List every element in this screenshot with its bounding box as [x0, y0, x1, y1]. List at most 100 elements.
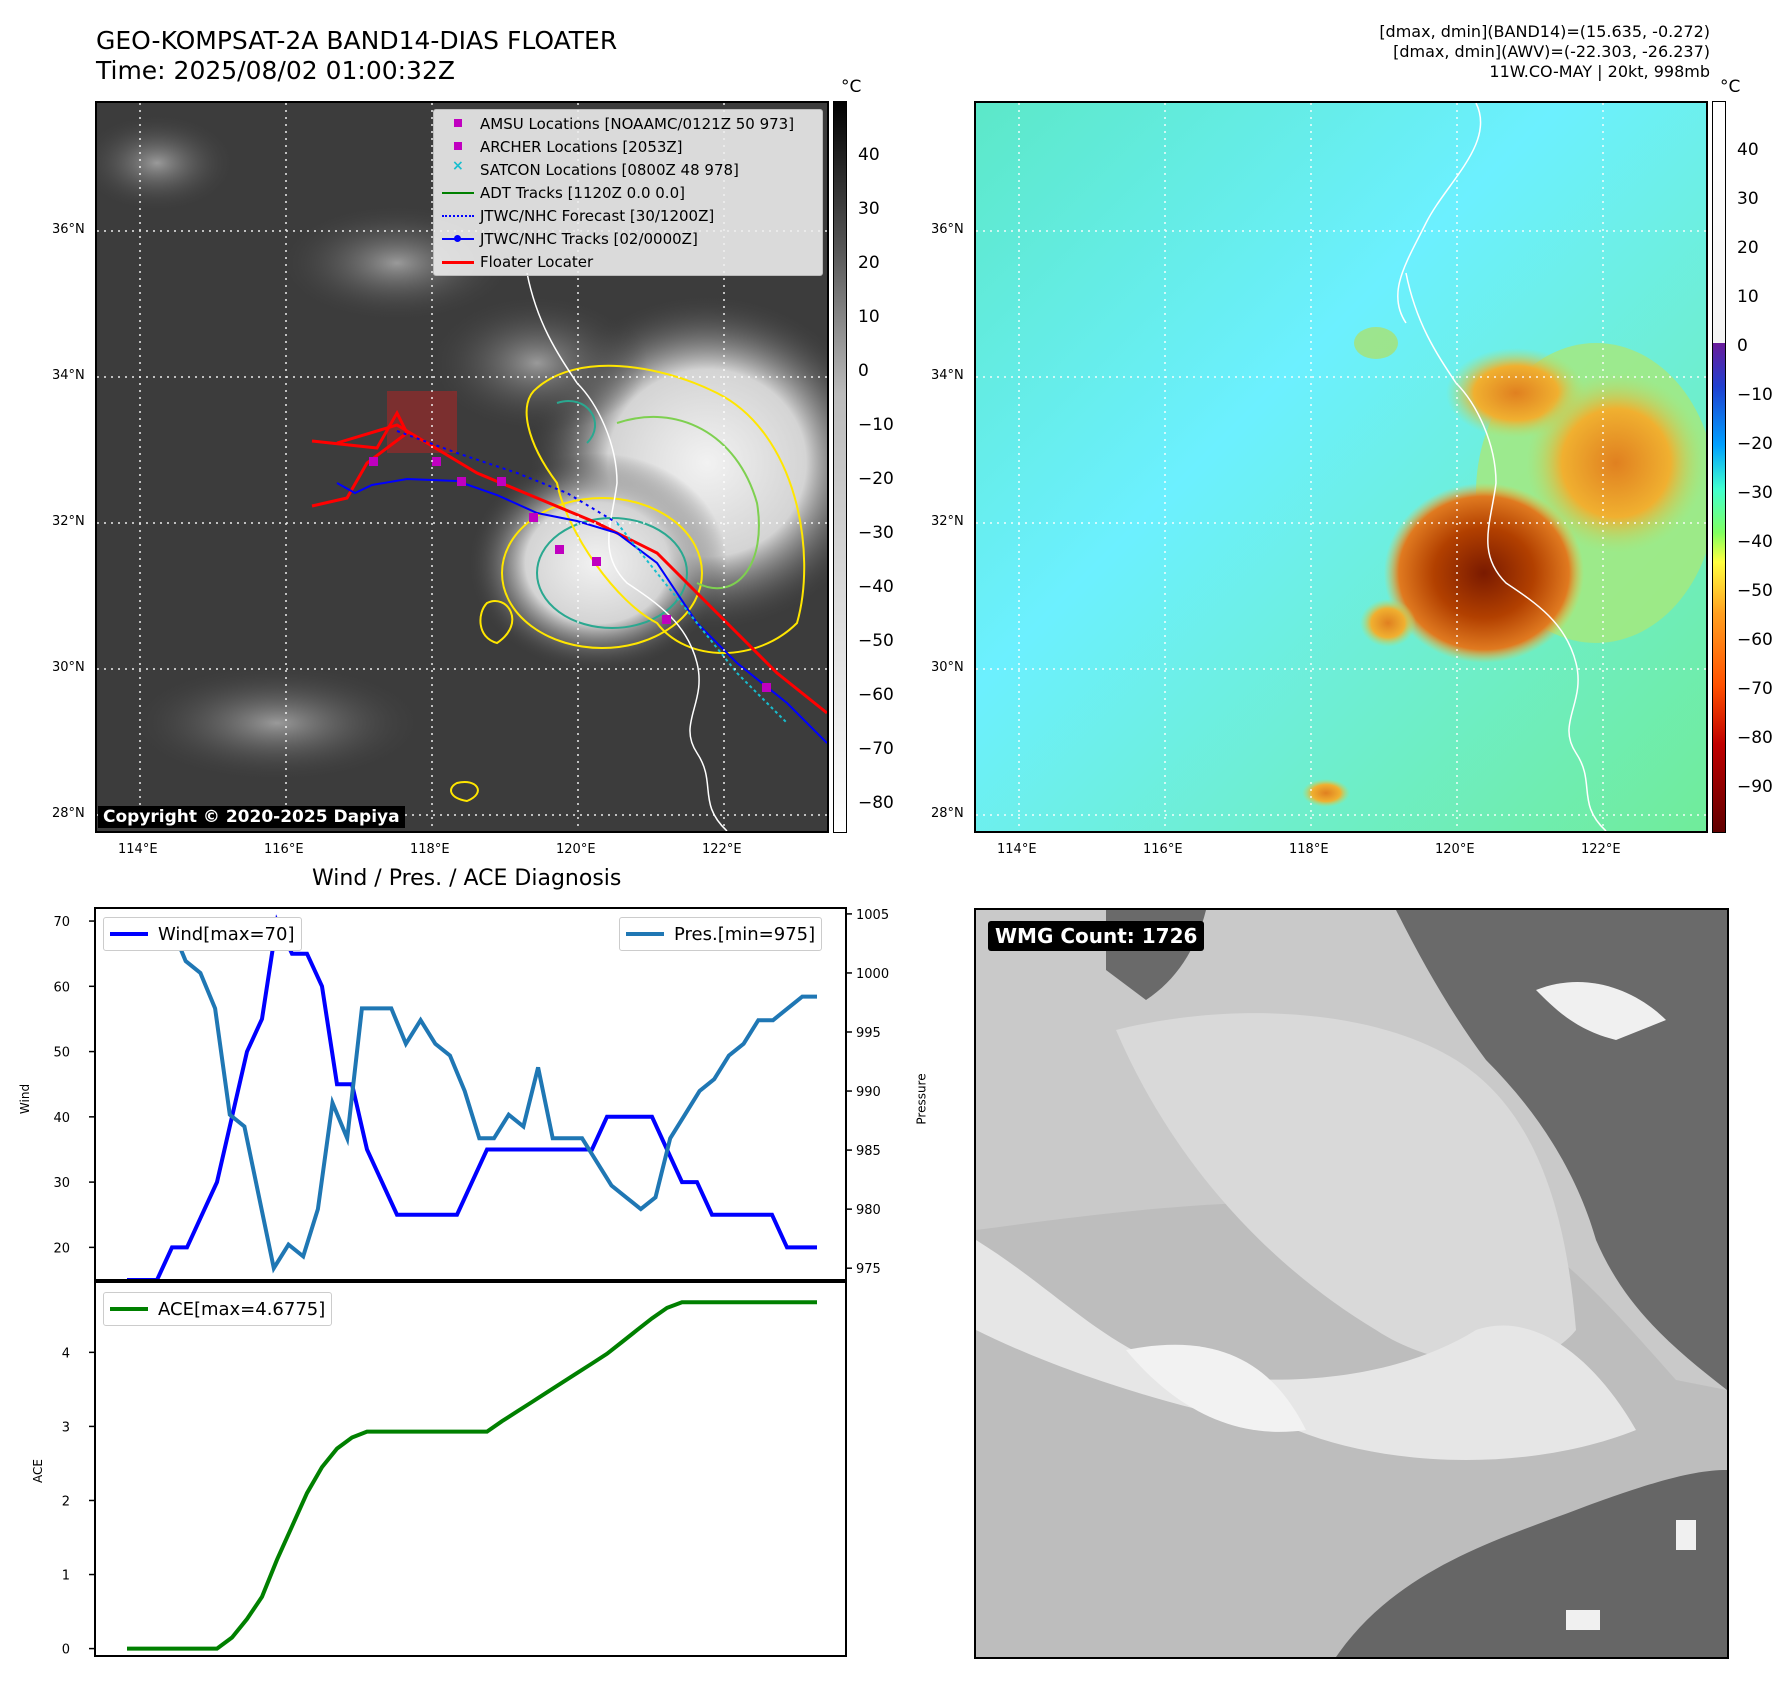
wmg-count-badge: WMG Count: 1726	[988, 921, 1205, 951]
storm-info: [dmax, dmin](BAND14)=(15.635, -0.272) [d…	[1379, 22, 1710, 82]
lon-tick: 118°E	[410, 842, 450, 857]
blue-dotted-line-icon	[440, 204, 480, 227]
axis-tick-label: 0	[62, 1643, 70, 1658]
colorbar-tick: −30	[858, 523, 894, 543]
axis-tick-label: 985	[856, 1144, 881, 1159]
legend-amsu: AMSU Locations [NOAAMC/0121Z 50 973]	[434, 112, 822, 135]
lon-tick: 118°E	[1289, 842, 1329, 857]
lat-tick: 36°N	[52, 222, 85, 237]
ir-colorbar-unit: °C	[841, 77, 862, 97]
lat-tick: 36°N	[931, 222, 964, 237]
wind-axis-label: Wind	[18, 1083, 33, 1115]
lat-tick: 28°N	[931, 806, 964, 821]
axis-tick-label: 990	[856, 1085, 881, 1100]
ace-axis-ticks: 0 1 2 3 4	[62, 1346, 95, 1658]
axis-tick-label: 995	[856, 1026, 881, 1041]
blue-line-icon	[110, 932, 148, 936]
color-enhanced-imagery	[976, 103, 1706, 831]
diagnosis-title: Wind / Pres. / ACE Diagnosis	[312, 866, 622, 891]
legend-satcon: × SATCON Locations [0800Z 48 978]	[434, 158, 822, 181]
colorbar-tick: 20	[1737, 238, 1759, 258]
pressure-legend: Pres.[min=975]	[619, 917, 823, 951]
legend-floater: Floater Locater	[434, 250, 822, 273]
ace-series-line	[127, 1300, 817, 1651]
color-enhanced-map-panel	[974, 101, 1708, 833]
wind-pressure-axes-frame	[94, 907, 847, 1281]
colorbar-tick: 40	[1737, 140, 1759, 160]
ace-axes-frame	[94, 1281, 847, 1657]
axis-tick-label: 30	[53, 1176, 70, 1191]
steelblue-line-icon	[626, 932, 664, 936]
color-colorbar-unit: °C	[1720, 77, 1741, 97]
lat-tick: 34°N	[931, 368, 964, 383]
lat-tick: 30°N	[52, 660, 85, 675]
lat-tick: 30°N	[931, 660, 964, 675]
colorbar-tick: 30	[1737, 189, 1759, 209]
axis-tick-label: 2	[62, 1494, 70, 1509]
satellite-title: GEO-KOMPSAT-2A BAND14-DIAS FLOATER	[96, 26, 618, 55]
legend-label-floater: Floater Locater	[480, 252, 594, 271]
wind-legend-label: Wind[max=70]	[158, 923, 295, 945]
copyright-label: Copyright © 2020-2025 Dapiya	[98, 806, 405, 828]
axis-tick-label: 980	[856, 1203, 881, 1218]
legend-label-adt: ADT Tracks [1120Z 0.0 0.0]	[480, 183, 685, 202]
color-colorbar	[1712, 101, 1726, 833]
pressure-legend-label: Pres.[min=975]	[674, 923, 816, 945]
magenta-square-icon	[440, 112, 480, 135]
ace-legend: ACE[max=4.6775]	[103, 1292, 333, 1326]
time-stamp: Time: 2025/08/02 01:00:32Z	[96, 56, 455, 85]
legend-forecast: JTWC/NHC Forecast [30/1200Z]	[434, 204, 822, 227]
blue-line-dot-icon	[440, 227, 480, 250]
lon-tick: 114°E	[118, 842, 158, 857]
legend-adt: ADT Tracks [1120Z 0.0 0.0]	[434, 181, 822, 204]
colorbar-tick: −10	[858, 415, 894, 435]
awv-range: [dmax, dmin](AWV)=(-22.303, -26.237)	[1393, 42, 1710, 61]
ir-map-panel: AMSU Locations [NOAAMC/0121Z 50 973] ARC…	[95, 101, 829, 833]
axis-tick-label: 40	[53, 1111, 70, 1126]
lon-tick: 114°E	[997, 842, 1037, 857]
axis-tick-label: 3	[62, 1420, 70, 1435]
lon-tick: 116°E	[1143, 842, 1183, 857]
colorbar-tick: −70	[1737, 679, 1773, 699]
pressure-axis-ticks: 975 980 985 990 995 1000 1005	[846, 908, 889, 1277]
lon-tick: 120°E	[1435, 842, 1475, 857]
colorbar-tick: −20	[858, 469, 894, 489]
axis-tick-label: 4	[62, 1346, 70, 1361]
legend-label-archer: ARCHER Locations [2053Z]	[480, 137, 683, 156]
axis-tick-label: 1005	[856, 908, 889, 923]
green-line-icon	[440, 181, 480, 204]
track-legend: AMSU Locations [NOAAMC/0121Z 50 973] ARC…	[433, 109, 823, 276]
pressure-series-line	[127, 923, 817, 1274]
wind-axis-ticks: 20 30 40 50 60 70	[53, 915, 95, 1256]
colorbar-tick: −70	[858, 739, 894, 759]
colorbar-tick: −80	[1737, 728, 1773, 748]
magenta-square-icon	[440, 135, 480, 158]
ace-axis-label: ACE	[30, 1459, 45, 1483]
red-line-icon	[440, 250, 480, 273]
colorbar-tick: 10	[858, 307, 880, 327]
band14-range: [dmax, dmin](BAND14)=(15.635, -0.272)	[1379, 22, 1710, 41]
colorbar-tick: 20	[858, 253, 880, 273]
axis-tick-label: 1000	[856, 967, 889, 982]
colorbar-tick: −20	[1737, 434, 1773, 454]
colorbar-tick: −40	[1737, 532, 1773, 552]
colorbar-tick: 30	[858, 199, 880, 219]
colorbar-tick: −90	[1737, 777, 1773, 797]
pressure-axis-label: Pressure	[914, 1073, 929, 1125]
colorbar-tick: 0	[858, 361, 869, 381]
colorbar-tick: −60	[858, 685, 894, 705]
legend-label-forecast: JTWC/NHC Forecast [30/1200Z]	[480, 206, 715, 225]
wind-legend: Wind[max=70]	[103, 917, 302, 951]
legend-archer: ARCHER Locations [2053Z]	[434, 135, 822, 158]
axis-tick-label: 975	[856, 1262, 881, 1277]
cyan-x-icon: ×	[452, 158, 464, 174]
ace-legend-label: ACE[max=4.6775]	[158, 1298, 326, 1320]
colorbar-tick: −40	[858, 577, 894, 597]
wmg-panel: WMG Count: 1726	[974, 908, 1729, 1659]
axis-tick-label: 20	[53, 1241, 70, 1256]
lon-tick: 116°E	[264, 842, 304, 857]
axis-tick-label: 1	[62, 1569, 70, 1584]
colorbar-tick: 40	[858, 145, 880, 165]
lat-tick: 34°N	[52, 368, 85, 383]
colorbar-tick: −10	[1737, 385, 1773, 405]
